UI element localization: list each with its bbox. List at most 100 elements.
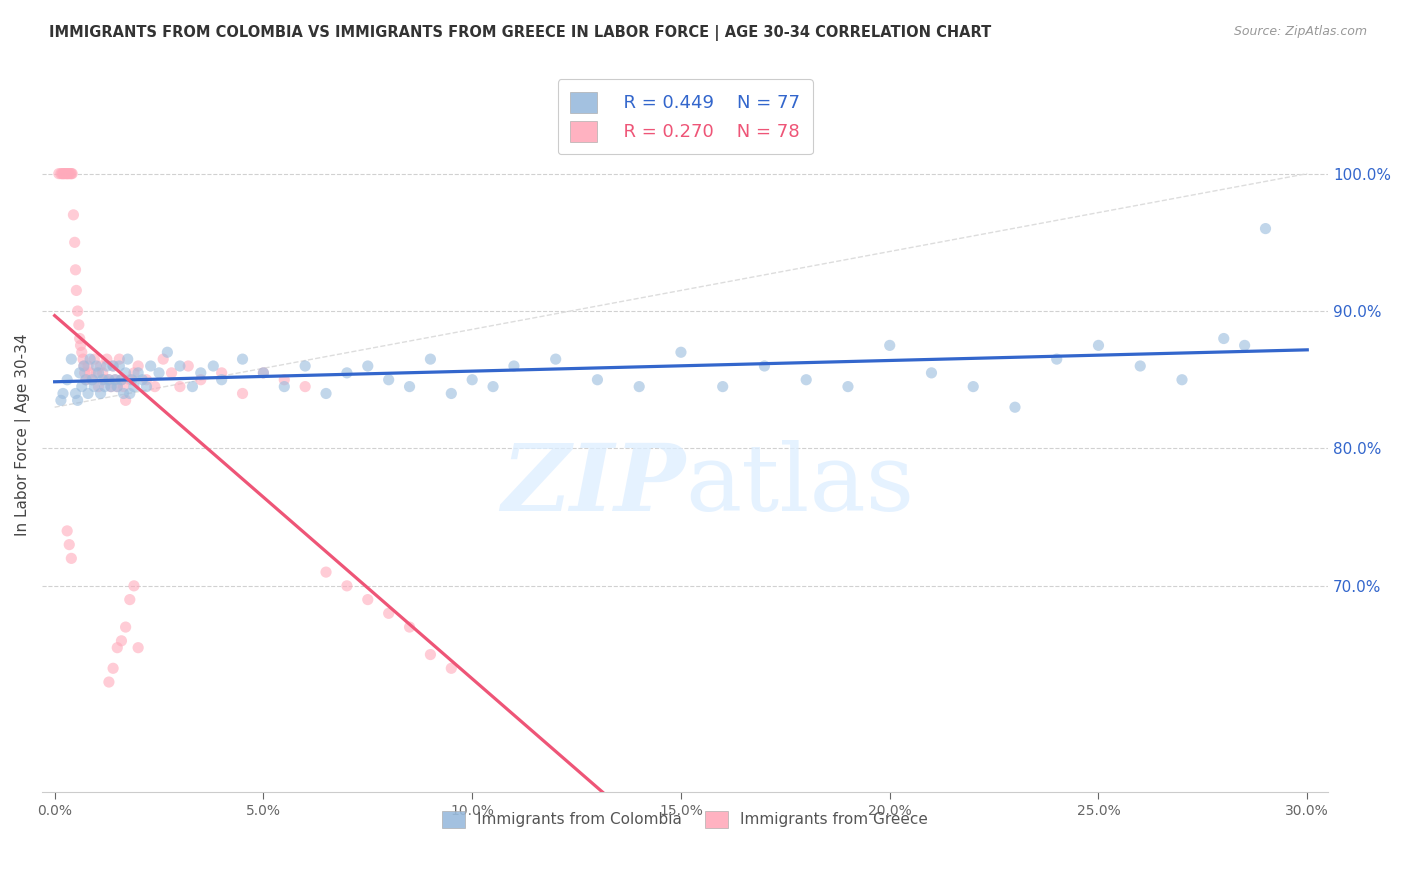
Point (122, 366, 145, 380)
Point (169, 359, 191, 373)
Point (294, 359, 316, 373)
Point (77, 359, 100, 373)
Point (143, 379, 166, 393)
Point (66, 304, 89, 318)
Point (122, 379, 145, 393)
Point (544, 352, 567, 367)
Point (294, 379, 316, 393)
Point (56, 167, 79, 181)
Point (72, 352, 94, 367)
Point (273, 373, 295, 387)
Point (52, 167, 75, 181)
Point (127, 640, 149, 655)
Point (87, 366, 110, 380)
Point (63, 235, 86, 250)
Point (97, 373, 120, 387)
Point (440, 386, 463, 401)
Point (67, 318, 90, 332)
Point (315, 565, 337, 579)
Point (86, 359, 108, 373)
Point (1171, 373, 1194, 387)
Point (83, 379, 105, 393)
Point (49, 167, 72, 181)
Point (121, 373, 143, 387)
Point (336, 366, 359, 380)
Point (73, 359, 96, 373)
Point (754, 359, 776, 373)
Text: atlas: atlas (685, 440, 914, 530)
Point (96, 352, 118, 367)
Point (69, 366, 91, 380)
Point (83, 352, 105, 367)
Point (148, 366, 170, 380)
Point (79, 352, 101, 367)
Point (112, 386, 135, 401)
Point (398, 620, 420, 634)
Point (419, 648, 441, 662)
Point (135, 379, 157, 393)
Point (231, 352, 253, 367)
Legend: Immigrants from Colombia, Immigrants from Greece: Immigrants from Colombia, Immigrants fro… (436, 805, 934, 834)
Point (273, 379, 295, 393)
Point (190, 366, 212, 380)
Point (56, 167, 79, 181)
Point (101, 359, 124, 373)
Point (440, 661, 463, 675)
Point (93, 373, 115, 387)
Point (105, 379, 128, 393)
Text: ZIP: ZIP (501, 440, 685, 530)
Point (160, 366, 183, 380)
Point (122, 579, 145, 593)
Point (920, 366, 942, 380)
Point (65, 262, 87, 277)
Point (90, 386, 112, 401)
Point (52, 167, 75, 181)
Point (169, 379, 191, 393)
Point (90, 359, 112, 373)
Point (108, 359, 131, 373)
Point (56, 524, 79, 538)
Point (117, 352, 139, 367)
Point (66, 393, 89, 408)
Point (69, 338, 91, 352)
Point (231, 386, 253, 401)
Point (91, 373, 114, 387)
Point (60, 167, 83, 181)
Point (65, 284, 87, 298)
Point (48, 167, 70, 181)
Point (398, 379, 420, 393)
Point (65, 386, 87, 401)
Point (82, 373, 104, 387)
Point (879, 338, 901, 352)
Point (503, 359, 526, 373)
Point (377, 607, 399, 621)
Point (96, 359, 118, 373)
Point (70, 345, 93, 359)
Point (49, 393, 72, 408)
Point (60, 167, 83, 181)
Point (59, 167, 82, 181)
Point (135, 373, 157, 387)
Point (87, 379, 110, 393)
Point (97, 373, 120, 387)
Point (252, 366, 274, 380)
Point (190, 373, 212, 387)
Point (127, 366, 149, 380)
Point (152, 352, 174, 367)
Point (357, 359, 380, 373)
Point (100, 379, 122, 393)
Text: IMMIGRANTS FROM COLOMBIA VS IMMIGRANTS FROM GREECE IN LABOR FORCE | AGE 30-34 CO: IMMIGRANTS FROM COLOMBIA VS IMMIGRANTS F… (49, 25, 991, 41)
Point (77, 386, 100, 401)
Point (110, 633, 132, 648)
Point (51, 167, 73, 181)
Point (58, 167, 80, 181)
Point (1212, 332, 1234, 346)
Point (1046, 352, 1069, 367)
Point (55, 167, 77, 181)
Point (110, 373, 132, 387)
Point (52, 386, 75, 401)
Point (118, 386, 141, 401)
Point (962, 379, 984, 393)
Point (211, 373, 233, 387)
Point (1254, 221, 1277, 235)
